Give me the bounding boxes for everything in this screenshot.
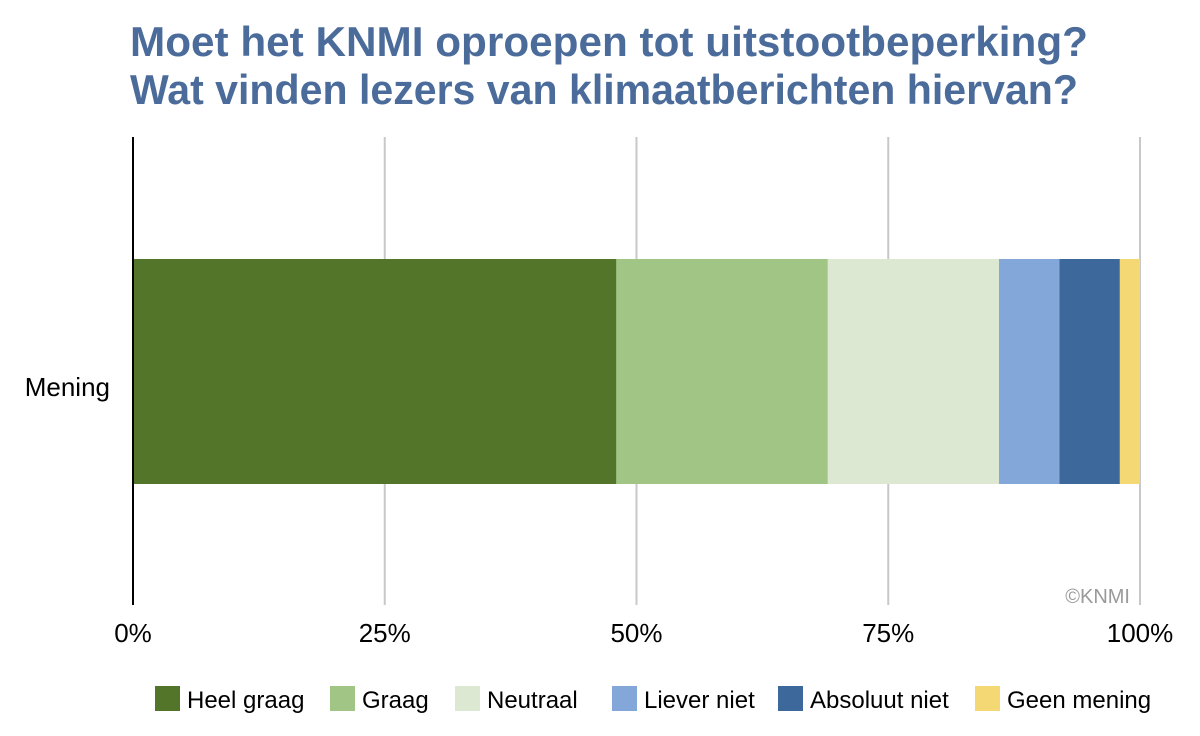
legend-label-absoluut-niet: Absoluut niet <box>810 687 949 714</box>
legend-label-heel-graag: Heel graag <box>187 687 304 714</box>
legend-label-graag: Graag <box>362 687 429 714</box>
legend-item-neutraal: Neutraal <box>455 686 578 714</box>
legend-item-liever-niet: Liever niet <box>612 686 755 714</box>
bar-segment-heel-graag <box>133 259 617 484</box>
bar-segment-liever-niet <box>999 259 1060 484</box>
legend-label-geen-mening: Geen mening <box>1007 687 1151 714</box>
legend-item-absoluut-niet: Absoluut niet <box>778 686 949 714</box>
legend-label-liever-niet: Liever niet <box>644 687 755 714</box>
x-tick-label-75: 75% <box>862 618 914 648</box>
x-tick-label-100: 100% <box>1107 618 1174 648</box>
x-tick-labels: 0% 25% 50% 75% 100% <box>114 618 1173 648</box>
bar-segment-geen-mening <box>1119 259 1140 484</box>
x-tick-label-0: 0% <box>114 618 152 648</box>
bar-segment-absoluut-niet <box>1059 259 1120 484</box>
legend-swatch-geen-mening <box>975 686 1000 711</box>
y-category-label: Mening <box>25 372 110 402</box>
legend-item-heel-graag: Heel graag <box>155 686 304 714</box>
chart-title-line-2: Wat vinden lezers van klimaatberichten h… <box>130 66 1078 113</box>
legend-swatch-absoluut-niet <box>778 686 803 711</box>
legend: Heel graag Graag Neutraal Liever niet Absolu… <box>155 686 1151 714</box>
legend-swatch-heel-graag <box>155 686 180 711</box>
x-tick-label-50: 50% <box>610 618 662 648</box>
legend-label-neutraal: Neutraal <box>487 687 578 714</box>
legend-swatch-graag <box>330 686 355 711</box>
legend-item-graag: Graag <box>330 686 429 714</box>
legend-swatch-liever-niet <box>612 686 637 711</box>
legend-swatch-neutraal <box>455 686 480 711</box>
stacked-bar <box>133 259 1140 484</box>
watermark: ©KNMI <box>1065 586 1130 608</box>
bar-segment-neutraal <box>827 259 1000 484</box>
chart-title-line-1: Moet het KNMI oproepen tot uitstootbeper… <box>130 18 1088 65</box>
legend-item-geen-mening: Geen mening <box>975 686 1151 714</box>
bar-segment-graag <box>616 259 828 484</box>
x-tick-label-25: 25% <box>359 618 411 648</box>
